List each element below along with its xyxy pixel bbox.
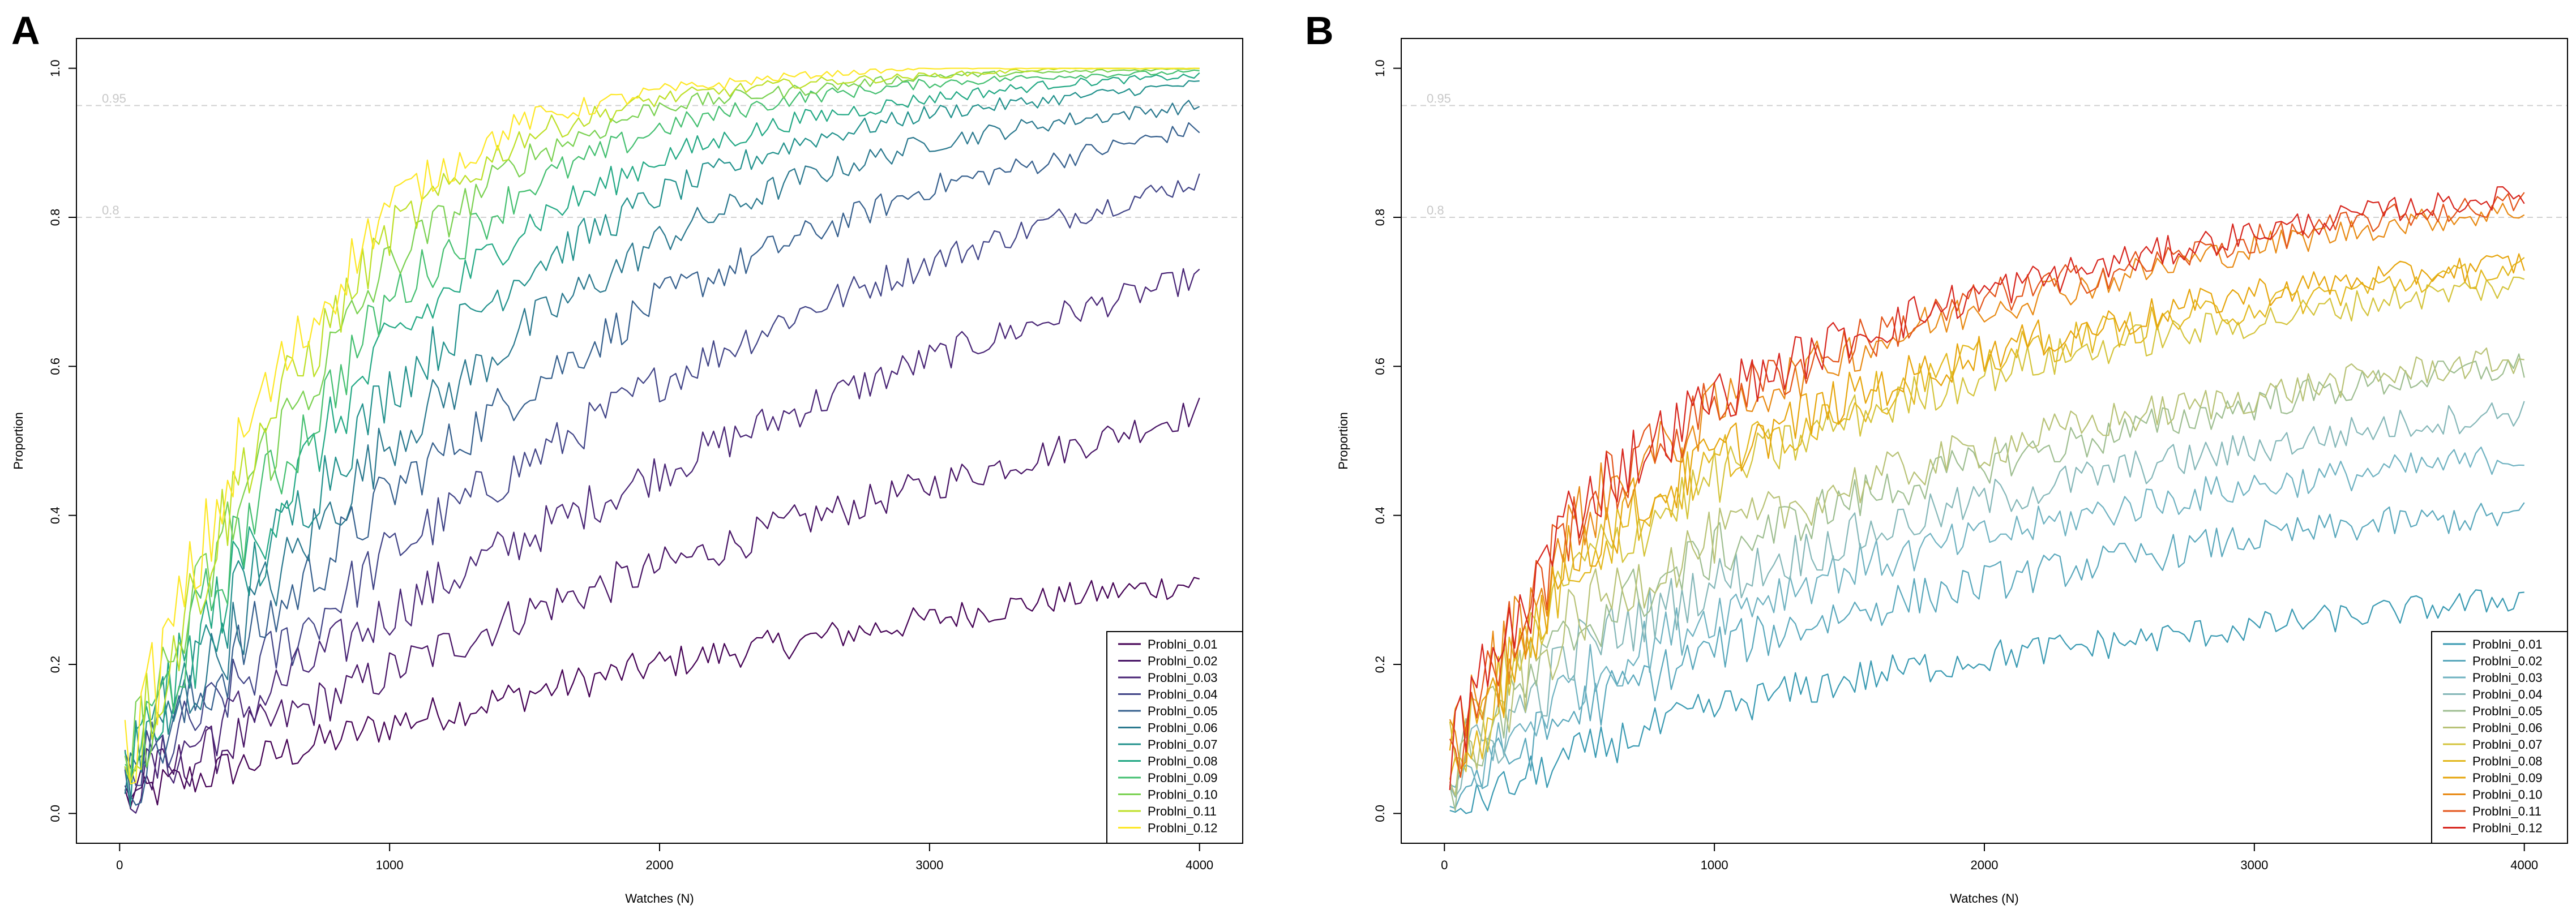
- legend-label: Problni_0.04: [2472, 688, 2543, 702]
- series-line: [124, 100, 1200, 794]
- legend-label: Problni_0.08: [1148, 754, 1218, 769]
- series-line: [1449, 192, 2525, 778]
- legend-label: Problni_0.05: [2472, 704, 2543, 718]
- legend-box: [1106, 631, 1243, 844]
- panel-letter-a: A: [11, 8, 40, 53]
- legend-label: Problni_0.11: [2472, 804, 2541, 818]
- series-line: [1449, 257, 2525, 780]
- x-tick-label: 1000: [1701, 858, 1728, 872]
- series-line: [1449, 347, 2524, 796]
- panel-letter-b: B: [1305, 8, 1334, 53]
- plot-frame: [1401, 38, 2568, 844]
- y-tick-label: 0.6: [48, 358, 62, 375]
- x-tick-label: 3000: [915, 858, 943, 872]
- x-tick-label: 0: [116, 858, 123, 872]
- y-tick-label: 0.4: [1373, 507, 1387, 524]
- series-line: [124, 173, 1200, 786]
- series-line: [124, 67, 1200, 783]
- series-line: [124, 67, 1200, 785]
- series-line: [124, 72, 1200, 786]
- y-axis-title: Proportion: [1336, 412, 1350, 470]
- series-line: [124, 67, 1200, 781]
- legend-label: Problni_0.03: [1148, 671, 1218, 685]
- reference-line-label: 0.8: [1427, 203, 1444, 217]
- reference-line-label: 0.95: [102, 92, 126, 106]
- legend-label: Problni_0.12: [2472, 821, 2543, 835]
- series-line: [124, 397, 1200, 800]
- x-tick-label: 2000: [646, 858, 674, 872]
- series-line: [1449, 401, 2525, 798]
- series-line: [1449, 447, 2524, 788]
- chart-panel-a: 0.95 0.8 0 1000 2000 3000 4000 0.0 0.2 0.4 0.6 0.8 1…: [11, 38, 1243, 906]
- legend-label: Problni_0.10: [1148, 788, 1218, 802]
- legend-label: Problni_0.03: [2472, 671, 2543, 685]
- series-line: [124, 122, 1200, 806]
- x-tick-label: 2000: [1971, 858, 1999, 872]
- reference-line-label: 0.8: [102, 203, 119, 217]
- y-tick-label: 0.8: [48, 209, 62, 226]
- legend-label: Problni_0.07: [1148, 737, 1218, 752]
- y-axis-title: Proportion: [11, 412, 25, 470]
- x-axis-title: Watches (N): [625, 891, 694, 906]
- legend-label: Problni_0.09: [2472, 771, 2543, 785]
- legend-label: Problni_0.01: [1148, 637, 1218, 651]
- series-line: [124, 268, 1200, 814]
- series-line: [1449, 353, 2525, 812]
- x-tick-label: 1000: [376, 858, 404, 872]
- series-line: [1449, 203, 2525, 770]
- reference-line-label: 0.95: [1427, 92, 1451, 106]
- legend-label: Problni_0.11: [1148, 804, 1217, 818]
- legend-label: Problni_0.10: [2472, 788, 2543, 802]
- legend-label: Problni_0.05: [1148, 704, 1218, 718]
- legend-label: Problni_0.08: [2472, 754, 2543, 769]
- y-tick-label: 1.0: [1373, 59, 1387, 77]
- legend-label: Problni_0.09: [1148, 771, 1218, 785]
- x-tick-label: 3000: [2240, 858, 2268, 872]
- series-line: [1449, 276, 2525, 773]
- series-line: [1449, 502, 2525, 809]
- x-tick-label: 0: [1441, 858, 1448, 872]
- series-line: [124, 80, 1200, 808]
- legend-label: Problni_0.12: [1148, 821, 1218, 835]
- legend-box: [2431, 631, 2568, 844]
- y-tick-label: 0.0: [48, 805, 62, 822]
- x-tick-label: 4000: [2510, 858, 2538, 872]
- x-axis-title: Watches (N): [1950, 891, 2018, 906]
- legend-label: Problni_0.02: [2472, 654, 2543, 668]
- legend-label: Problni_0.07: [2472, 737, 2543, 752]
- legend-label: Problni_0.04: [1148, 688, 1218, 702]
- y-tick-label: 0.6: [1373, 358, 1387, 375]
- legend-label: Problni_0.06: [1148, 721, 1218, 735]
- series-line: [1449, 186, 2525, 791]
- y-tick-label: 0.8: [1373, 209, 1387, 226]
- legend-label: Problni_0.02: [1148, 654, 1218, 668]
- y-tick-label: 0.2: [48, 656, 62, 673]
- legend-label: Problni_0.01: [2472, 637, 2543, 651]
- y-tick-label: 0.4: [48, 507, 62, 524]
- y-tick-label: 0.2: [1373, 656, 1387, 673]
- series-line: [125, 69, 1200, 772]
- y-tick-label: 0.0: [1373, 805, 1387, 822]
- chart-panel-b: 0.95 0.8 0 1000 2000 3000 4000 0.0 0.2 0.4 0.6 0.8 1…: [1336, 38, 2568, 906]
- y-tick-label: 1.0: [48, 59, 62, 77]
- series-line: [1449, 589, 2524, 814]
- legend-label: Problni_0.06: [2472, 721, 2543, 735]
- x-tick-label: 4000: [1186, 858, 1213, 872]
- series-line: [124, 577, 1200, 809]
